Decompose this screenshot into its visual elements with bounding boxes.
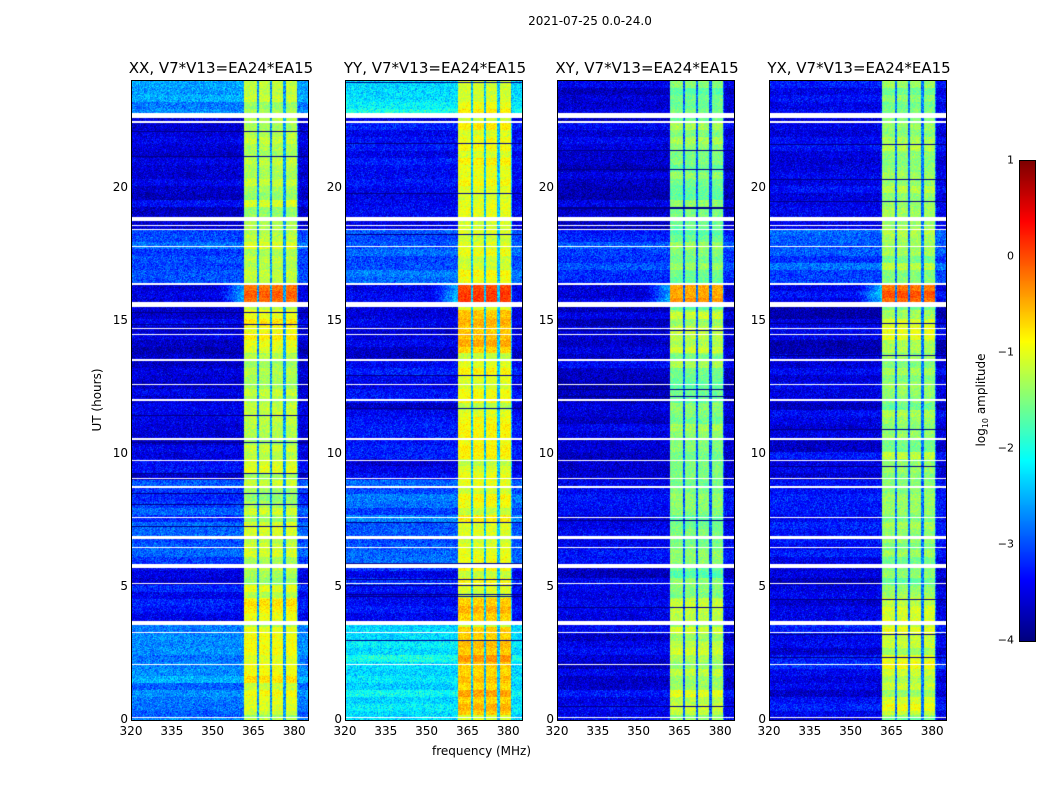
heatmap-image-3 (770, 81, 946, 720)
x-tick-label: 365 (879, 724, 903, 738)
y-tick-label: 0 (334, 712, 342, 726)
y-tick-label: 10 (326, 445, 342, 460)
x-tick-label: 365 (241, 724, 265, 738)
y-axis-label: UT (hours) (90, 368, 104, 432)
heatmap-image-0 (132, 81, 308, 720)
y-tick-label: 15 (112, 312, 128, 327)
x-tick-label: 350 (201, 724, 225, 738)
y-tick-label: 0 (758, 712, 766, 726)
y-tick-label: 20 (538, 179, 554, 194)
y-tick-label: 10 (112, 445, 128, 460)
heatmap-panel-0 (131, 80, 309, 721)
y-tick-label: 0 (120, 712, 128, 726)
heatmap-panel-2 (557, 80, 735, 721)
x-tick-label: 380 (282, 724, 306, 738)
y-tick-label: 10 (538, 445, 554, 460)
panel-title-2: XY, V7*V13=EA24*EA15 (555, 59, 739, 77)
x-tick-label: 320 (757, 724, 781, 738)
colorbar-label: log10 amplitude (974, 354, 990, 447)
colorbar-label-subscript: 10 (981, 417, 991, 429)
x-tick-label: 380 (496, 724, 520, 738)
x-tick-label: 365 (667, 724, 691, 738)
x-tick-label: 320 (333, 724, 357, 738)
x-tick-label: 335 (586, 724, 610, 738)
x-tick-label: 335 (374, 724, 398, 738)
colorbar-tick-label: −2 (997, 441, 1014, 455)
x-tick-label: 320 (119, 724, 143, 738)
heatmap-panel-3 (769, 80, 947, 721)
y-tick-label: 20 (750, 179, 766, 194)
y-tick-label: 15 (326, 312, 342, 327)
x-tick-label: 320 (545, 724, 569, 738)
x-tick-label: 380 (920, 724, 944, 738)
heatmap-panel-1 (345, 80, 523, 721)
y-tick-label: 15 (538, 312, 554, 327)
x-axis-label: frequency (MHz) (432, 744, 532, 758)
colorbar-tick-label: −1 (997, 345, 1014, 359)
colorbar-tick-label: −3 (997, 537, 1014, 551)
x-tick-label: 365 (455, 724, 479, 738)
y-tick-label: 5 (334, 578, 342, 593)
colorbar-tick-label: 1 (1007, 153, 1014, 167)
x-tick-label: 350 (627, 724, 651, 738)
y-tick-label: 15 (750, 312, 766, 327)
colorbar-gradient (1020, 161, 1035, 641)
y-tick-label: 5 (120, 578, 128, 593)
x-tick-label: 350 (415, 724, 439, 738)
panel-title-3: YX, V7*V13=EA24*EA15 (767, 59, 951, 77)
y-tick-label: 5 (758, 578, 766, 593)
y-tick-label: 20 (112, 179, 128, 194)
colorbar (1019, 160, 1036, 642)
x-tick-label: 335 (798, 724, 822, 738)
y-tick-label: 10 (750, 445, 766, 460)
colorbar-label-rest: amplitude (973, 353, 988, 418)
heatmap-image-1 (346, 81, 522, 720)
colorbar-tick-label: 0 (1007, 249, 1014, 263)
y-tick-label: 0 (546, 712, 554, 726)
x-tick-label: 350 (839, 724, 863, 738)
colorbar-label-log: log (973, 428, 988, 447)
figure-suptitle: 2021-07-25 0.0-24.0 (528, 14, 652, 28)
heatmap-image-2 (558, 81, 734, 720)
x-tick-label: 335 (160, 724, 184, 738)
colorbar-tick-label: −4 (997, 633, 1014, 647)
y-tick-label: 20 (326, 179, 342, 194)
y-tick-label: 5 (546, 578, 554, 593)
panel-title-1: YY, V7*V13=EA24*EA15 (343, 59, 527, 77)
panel-title-0: XX, V7*V13=EA24*EA15 (128, 59, 314, 77)
x-tick-label: 380 (708, 724, 732, 738)
